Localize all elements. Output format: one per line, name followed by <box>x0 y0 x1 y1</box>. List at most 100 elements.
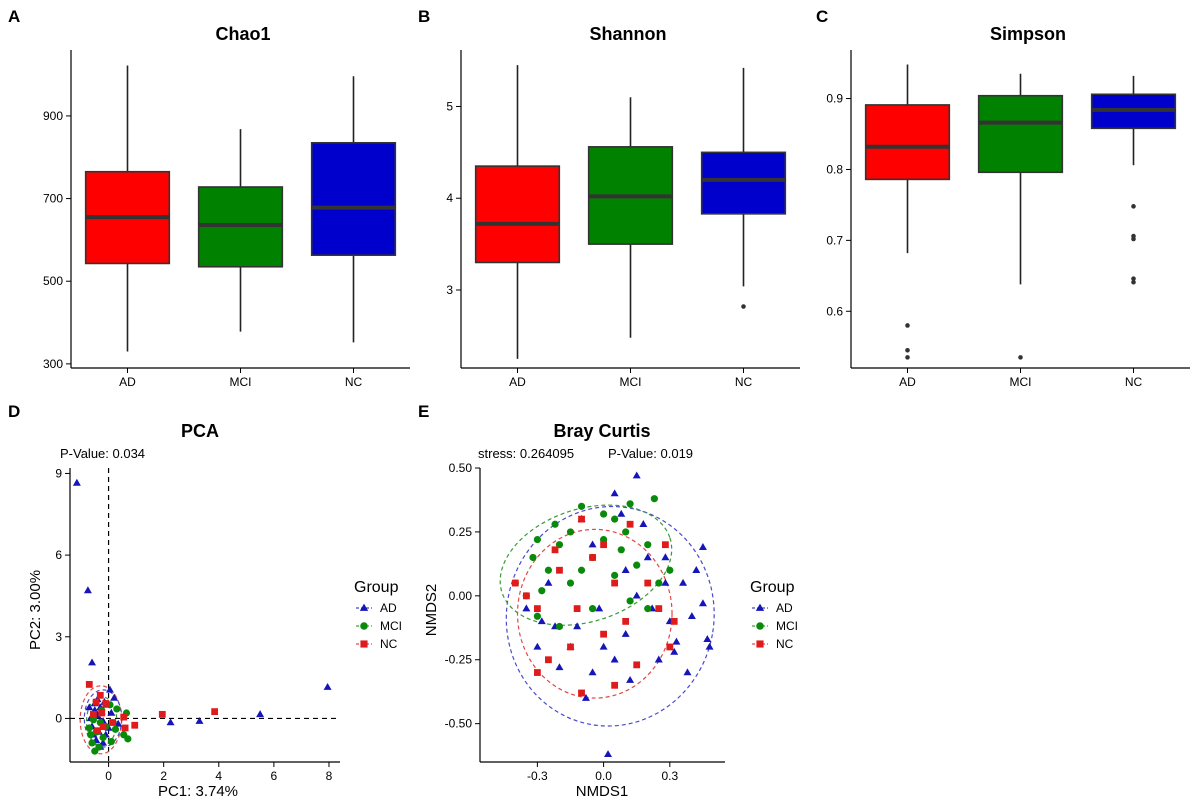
nmds-point-mci <box>666 566 674 574</box>
nmds-ellipse-nc <box>516 528 673 699</box>
pca-point-nc <box>158 710 166 718</box>
nmds-point-ad <box>533 642 542 650</box>
nmds-x-tick-label: 0.3 <box>661 769 678 783</box>
nmds-point-nc <box>533 669 541 676</box>
nmds-point-nc <box>655 605 663 613</box>
nmds-point-ad <box>661 578 670 586</box>
nmds-legend: Group AD MCI NC <box>750 579 798 651</box>
shannon-plot-area: 3 4 5 AD MCI NC <box>446 50 800 389</box>
pca-point-nc <box>120 713 128 721</box>
pca-point-mci <box>87 731 95 739</box>
nmds-point-mci <box>611 515 619 523</box>
pca-point-mci <box>113 705 121 713</box>
nmds-point-nc <box>626 520 634 528</box>
panel-letter-d: D <box>8 402 20 421</box>
shannon-x-tick-label: AD <box>509 375 526 389</box>
shannon-ad-box <box>474 165 561 264</box>
nmds-point-ad <box>604 750 613 758</box>
nmds-point-mci <box>617 546 625 554</box>
simpson-ad-outlier <box>905 355 910 360</box>
nmds-point-ad <box>621 566 630 573</box>
simpson-mci-outlier <box>1018 355 1023 360</box>
pca-point-mci <box>85 724 93 732</box>
nmds-point-nc <box>611 579 619 587</box>
nmds-point-ad <box>555 663 564 671</box>
nmds-point-nc <box>545 656 552 664</box>
nmds-point-nc <box>522 592 530 600</box>
nmds-x-tick-label: -0.3 <box>527 769 548 783</box>
nmds-ellipse-ad <box>505 505 715 727</box>
nmds-point-nc <box>622 617 630 625</box>
pca-legend: Group AD MCI NC <box>354 579 402 651</box>
nmds-point-nc <box>600 541 608 549</box>
shannon-nc-box <box>700 151 787 215</box>
shannon-x-tick-label: NC <box>735 375 753 389</box>
pca-point-nc <box>94 727 101 735</box>
nmds-point-ad <box>595 604 604 612</box>
nmds-point-ad <box>617 509 626 517</box>
nmds-y-tick-label: 0.50 <box>449 461 473 475</box>
panel-a-chao1: A Chao1 300 500 700 900 AD MCI NC <box>8 7 410 389</box>
panel-e-bray-curtis: E Bray Curtis stress: 0.264095 P-Value: … <box>418 402 798 800</box>
nmds-legend-key-ad <box>755 603 765 611</box>
chao1-y-tick-label: 300 <box>43 357 63 371</box>
pca-p-value: P-Value: 0.034 <box>60 446 145 461</box>
nmds-point-ad <box>654 655 663 663</box>
pca-point-ad <box>110 693 119 701</box>
pca-legend-label-mci: MCI <box>380 619 402 633</box>
shannon-y-tick-label: 5 <box>446 99 453 113</box>
nmds-point-nc <box>666 643 674 651</box>
pca-point-ad <box>99 738 108 746</box>
nmds-point-ad <box>670 647 679 655</box>
pca-point-ad <box>323 682 332 690</box>
simpson-nc-outlier <box>1131 276 1136 281</box>
panel-letter-b: B <box>418 7 430 26</box>
nmds-y-tick-label: 0.25 <box>449 525 473 539</box>
simpson-mci-box <box>977 94 1064 174</box>
nmds-point-ad <box>610 655 619 663</box>
nmds-point-ad <box>588 540 597 548</box>
nmds-point-ad <box>599 642 608 650</box>
nmds-point-mci <box>577 502 586 510</box>
nmds-point-mci <box>533 612 541 620</box>
nmds-point-ad <box>610 489 619 497</box>
nmds-point-ad <box>683 668 692 676</box>
pca-point-mci <box>95 743 103 751</box>
nmds-point-mci <box>577 566 586 574</box>
pca-point-ad <box>85 703 94 711</box>
pca-x-tick-label: 2 <box>160 769 167 783</box>
nmds-stress: stress: 0.264095 <box>478 446 574 461</box>
nmds-point-nc <box>551 546 559 554</box>
simpson-x-tick-label: AD <box>899 375 916 389</box>
simpson-y-tick-label: 0.6 <box>826 304 843 318</box>
chao1-x-tick-label: AD <box>119 375 136 389</box>
shannon-y-tick-label: 4 <box>446 191 453 205</box>
nmds-point-nc <box>633 661 641 669</box>
pca-point-ad <box>105 685 114 693</box>
panel-letter-e: E <box>418 402 429 421</box>
nmds-point-ad <box>705 642 714 650</box>
shannon-nc-outlier <box>741 304 746 309</box>
pca-point-nc <box>92 698 100 706</box>
nmds-point-nc <box>578 515 585 523</box>
nmds-point-mci <box>588 605 597 613</box>
nmds-point-nc <box>511 579 519 587</box>
nmds-point-ad <box>588 668 597 676</box>
nmds-point-mci <box>644 541 652 549</box>
pca-point-ad <box>107 708 116 716</box>
shannon-y-tick-label: 3 <box>446 283 453 297</box>
pca-plot-area: 0 2 4 6 8 0 3 6 9 <box>55 466 340 783</box>
pca-legend-title: Group <box>354 579 399 596</box>
simpson-nc-outlier <box>1131 236 1136 242</box>
pca-point-mci <box>89 716 98 724</box>
nmds-point-ad <box>573 622 582 630</box>
nmds-point-ad <box>581 693 590 701</box>
pca-y-tick-label: 6 <box>55 548 62 562</box>
pca-point-ad <box>114 719 123 727</box>
nmds-point-nc <box>533 605 541 613</box>
pca-legend-label-nc: NC <box>380 637 398 651</box>
pca-point-mci <box>111 725 120 733</box>
nmds-point-mci <box>566 528 575 536</box>
nmds-point-nc <box>567 643 574 651</box>
nmds-point-mci <box>611 571 619 579</box>
